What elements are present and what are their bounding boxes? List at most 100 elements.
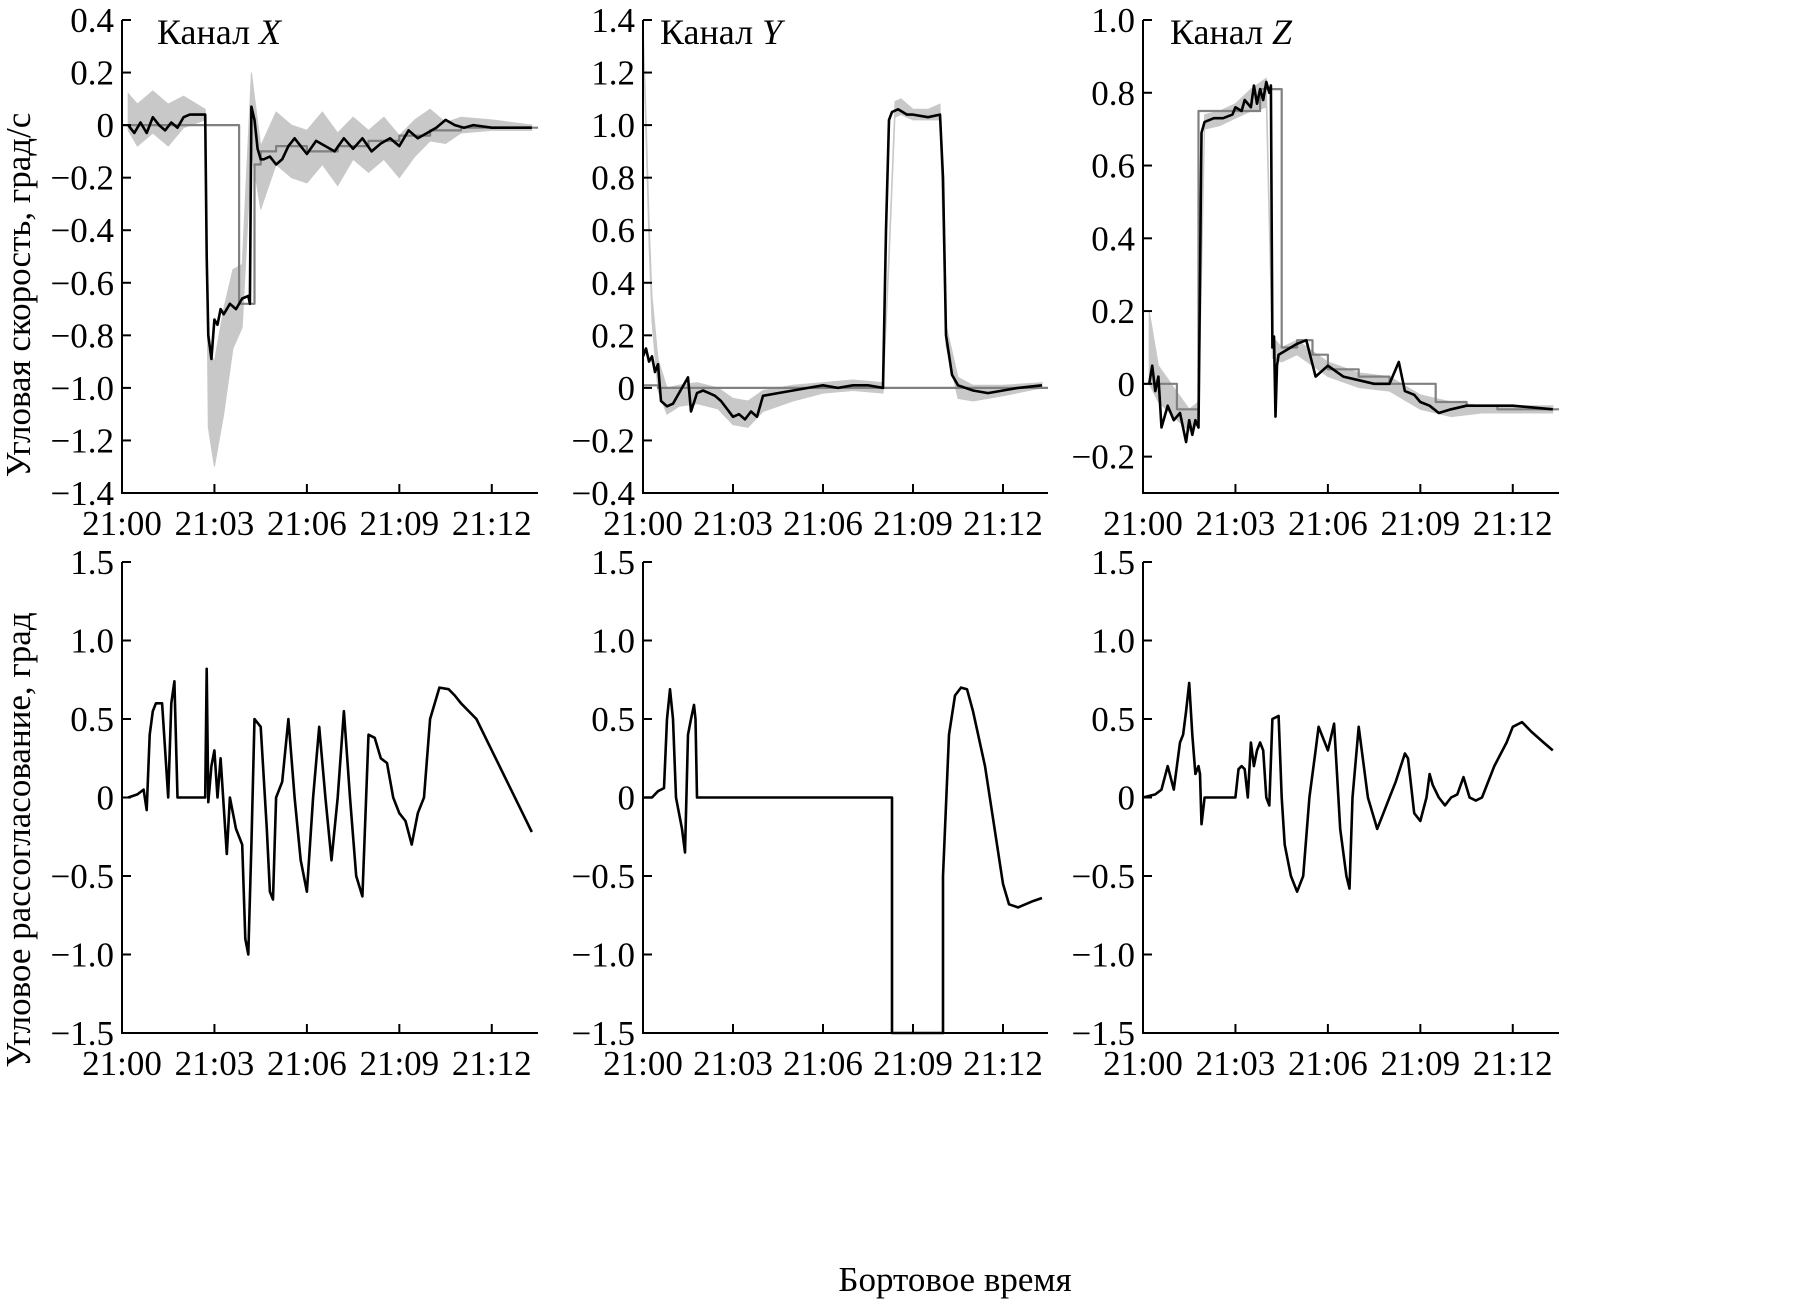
y-axis-label-top: Угловая скорость, град/с — [0, 113, 38, 478]
series-filtered-line — [1143, 681, 1554, 893]
y-tick-label: −0.5 — [1072, 857, 1136, 896]
y-tick-label: 1.5 — [1091, 543, 1135, 582]
y-tick-label: −1.2 — [51, 421, 115, 460]
series-filtered-line — [643, 108, 1043, 421]
panel-channel-x-angular-mismatch: −1.5 −1.0 −0.5 0 0.5 1.0 1.5 21:00 21:03 21:06 21:… — [51, 543, 538, 1083]
x-tick-label: 21:06 — [783, 1044, 863, 1083]
y-tick-label: 0.4 — [591, 264, 635, 303]
x-tick-label: 21:12 — [452, 1044, 532, 1083]
panel-title: Канал Z — [1170, 12, 1293, 52]
y-tick-label: 0.2 — [70, 54, 114, 93]
y-tick-label: 0.5 — [591, 700, 635, 739]
x-tick-label: 21:06 — [783, 504, 863, 543]
y-tick-label: 0.8 — [591, 159, 635, 198]
panel-channel-y-angular-mismatch: −1.5 −1.0 −0.5 0 0.5 1.0 1.5 21:00 21:03 21:06 21:… — [572, 543, 1048, 1083]
axes-frame — [642, 20, 1048, 494]
x-tick-label: 21:12 — [963, 504, 1043, 543]
x-tick-label: 21:09 — [1380, 1044, 1460, 1083]
plot-area — [1143, 681, 1554, 893]
panel-channel-z-angular-mismatch: −1.5 −1.0 −0.5 0 0.5 1.0 1.5 21:00 21:03 21:06 21:… — [1072, 543, 1559, 1083]
x-tick-label: 21:09 — [873, 504, 953, 543]
y-tick-label: 0.6 — [591, 211, 635, 250]
y-tick-label: 1.0 — [591, 622, 635, 661]
series-filtered-line — [643, 686, 1043, 1035]
y-tick-label: −0.2 — [572, 421, 636, 460]
y-tick-label: 1.0 — [591, 106, 635, 145]
x-tick-label: 21:03 — [1196, 1044, 1276, 1083]
y-tick-label: 0.2 — [1091, 292, 1135, 331]
y-tick-label: −1.4 — [51, 474, 115, 513]
x-tick-label: 21:12 — [1473, 1044, 1553, 1083]
x-tick-label: 21:03 — [175, 504, 255, 543]
plot-area — [1143, 77, 1559, 444]
y-tick-label: −0.5 — [51, 857, 115, 896]
y-tick-label: −0.4 — [51, 211, 115, 250]
panel-channel-x-angular-rate: −1.4 −1.2 −1.0 −0.8 −0.6 −0.4 −0.2 0 0.2 0.4 21:00… — [51, 1, 538, 543]
x-tick-label: 21:00 — [82, 504, 162, 543]
y-tick-label: −1.0 — [51, 369, 115, 408]
x-tick-label: 21:12 — [1473, 504, 1553, 543]
y-tick-label: −1.0 — [572, 936, 636, 975]
plot-area — [643, 686, 1043, 1035]
series-reference-line — [1143, 88, 1559, 411]
x-tick-label: 21:03 — [693, 504, 773, 543]
y-tick-label: 0.5 — [70, 700, 114, 739]
x-tick-label: 21:06 — [267, 504, 347, 543]
y-tick-label: −1.5 — [51, 1014, 115, 1053]
x-tick-label: 21:06 — [267, 1044, 347, 1083]
y-tick-label: 1.4 — [591, 1, 635, 40]
x-axis-label: Бортовое время — [838, 1260, 1071, 1299]
panel-channel-z-angular-rate: −0.2 0 0.2 0.4 0.6 0.8 1.0 21:00 21:03 21:06 21:09… — [1072, 1, 1559, 543]
y-tick-label: −1.5 — [572, 1014, 636, 1053]
y-tick-label: −0.8 — [51, 316, 115, 355]
y-tick-label: 1.5 — [70, 543, 114, 582]
x-tick-label: 21:00 — [603, 1044, 683, 1083]
y-tick-label: −1.5 — [1072, 1014, 1136, 1053]
x-tick-label: 21:09 — [873, 1044, 953, 1083]
y-tick-label: −1.0 — [51, 936, 115, 975]
y-tick-label: 0.2 — [591, 316, 635, 355]
x-tick-label: 21:00 — [1103, 504, 1183, 543]
x-tick-label: 21:12 — [963, 1044, 1043, 1083]
axes-frame — [121, 20, 538, 494]
plot-area — [643, 19, 1048, 428]
y-tick-label: 0 — [97, 779, 115, 818]
y-tick-label: 0.4 — [1091, 219, 1135, 258]
x-tick-label: 21:06 — [1288, 1044, 1368, 1083]
y-tick-label: 0 — [1118, 365, 1136, 404]
series-measured-raw-band — [1148, 77, 1554, 432]
x-tick-label: 21:09 — [1380, 504, 1460, 543]
plot-area — [127, 667, 533, 956]
x-tick-label: 21:00 — [1103, 1044, 1183, 1083]
x-tick-label: 21:03 — [1196, 504, 1276, 543]
series-reference-line — [643, 384, 1048, 389]
series-measured-raw-band — [643, 19, 1043, 428]
y-tick-label: −0.4 — [572, 474, 636, 513]
plot-area — [122, 72, 538, 467]
y-tick-label: 1.2 — [591, 54, 635, 93]
axes-frame — [1142, 20, 1559, 494]
series-measured-raw-band — [127, 72, 533, 467]
y-tick-label: −1.0 — [1072, 936, 1136, 975]
panel-channel-y-angular-rate: −0.4 −0.2 0 0.2 0.4 0.6 0.8 1.0 1.2 1.4 21:00 21:03… — [572, 1, 1048, 543]
x-tick-label: 21:09 — [359, 504, 439, 543]
series-filtered-line — [127, 105, 532, 361]
y-tick-label: 0.8 — [1091, 74, 1135, 113]
x-tick-label: 21:12 — [452, 504, 532, 543]
x-tick-label: 21:09 — [359, 1044, 439, 1083]
x-tick-label: 21:00 — [603, 504, 683, 543]
series-filtered-line — [1147, 80, 1553, 444]
panel-title: Канал Y — [660, 12, 786, 52]
y-tick-label: 1.0 — [70, 622, 114, 661]
series-reference-line — [122, 124, 538, 305]
x-tick-label: 21:00 — [82, 1044, 162, 1083]
y-tick-label: 1.5 — [591, 543, 635, 582]
x-tick-label: 21:03 — [693, 1044, 773, 1083]
series-filtered-line — [127, 667, 533, 956]
x-tick-label: 21:03 — [175, 1044, 255, 1083]
y-tick-label: 0.5 — [1091, 700, 1135, 739]
y-tick-label: 0 — [618, 779, 636, 818]
y-tick-label: 0.4 — [70, 1, 114, 40]
y-tick-label: 0.6 — [1091, 147, 1135, 186]
